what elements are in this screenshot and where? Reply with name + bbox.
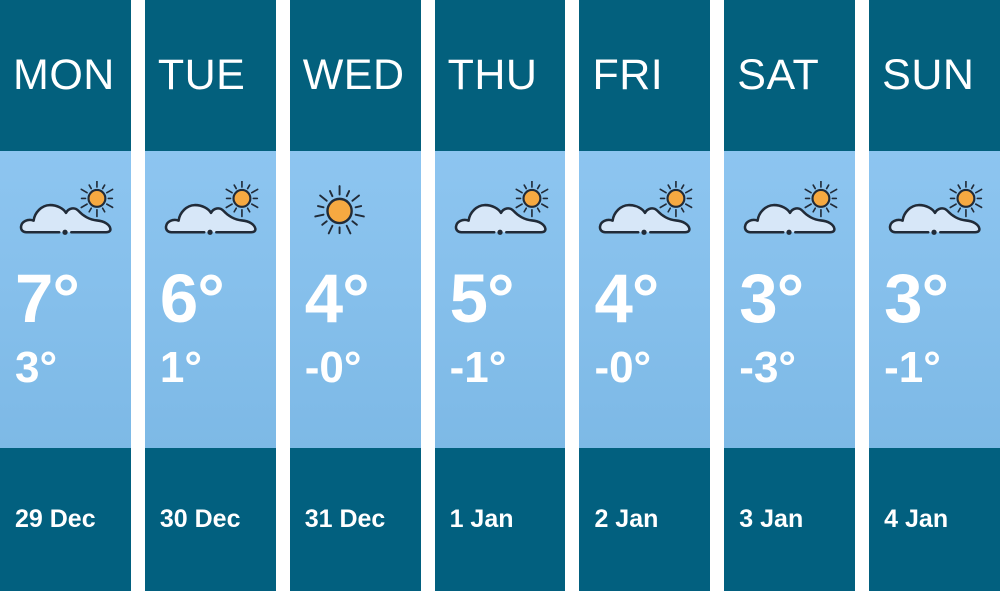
high-temperature: 5° <box>449 260 515 337</box>
date-footer: 29 Dec <box>0 448 131 591</box>
low-temperature: -3° <box>739 343 797 392</box>
day-header: TUE <box>144 0 276 151</box>
day-header: SAT <box>724 0 856 151</box>
day-conditions: 4° -0° <box>289 151 421 448</box>
day-conditions: 7° 3° <box>0 151 131 448</box>
day-header: THU <box>434 0 566 151</box>
day-name-label: SAT <box>737 51 820 99</box>
high-temperature: 3° <box>884 260 949 337</box>
sun-behind-cloud-icon <box>15 181 117 239</box>
high-temperature: 3° <box>739 260 804 337</box>
day-header: WED <box>289 0 421 151</box>
day-conditions: 3° -3° <box>724 151 856 448</box>
sun-behind-cloud-icon <box>450 181 552 239</box>
date-footer: 3 Jan <box>724 448 856 591</box>
forecast-day-column: THU 5° -1° 1 Jan <box>434 0 566 591</box>
day-conditions: 5° -1° <box>434 151 566 448</box>
sun-behind-cloud-icon <box>739 181 841 239</box>
low-temperature: -1° <box>449 343 507 392</box>
date-label: 30 Dec <box>159 505 241 533</box>
forecast-day-column: TUE 6° 1° 30 Dec <box>144 0 276 591</box>
day-header: SUN <box>869 0 1000 151</box>
day-name-label: WED <box>302 51 405 99</box>
forecast-day-column: WED 4° -0° 31 Dec <box>289 0 421 591</box>
forecast-day-column: SAT 3° -3° 3 Jan <box>724 0 856 591</box>
forecast-day-column: MON 7° 3° 29 Dec <box>0 0 131 591</box>
low-temperature: 1° <box>159 343 202 392</box>
date-footer: 30 Dec <box>144 448 276 591</box>
date-footer: 31 Dec <box>289 448 421 591</box>
day-conditions: 6° 1° <box>144 151 276 448</box>
sun-icon <box>305 181 407 239</box>
low-temperature: 3° <box>15 343 58 392</box>
low-temperature: -0° <box>594 343 652 392</box>
day-name-label: FRI <box>592 51 664 99</box>
day-conditions: 4° -0° <box>579 151 711 448</box>
high-temperature: 4° <box>594 260 659 337</box>
date-footer: 4 Jan <box>869 448 1000 591</box>
date-footer: 1 Jan <box>434 448 566 591</box>
date-label: 3 Jan <box>739 505 804 533</box>
sun-behind-cloud-icon <box>884 181 986 239</box>
low-temperature: -1° <box>884 343 941 392</box>
high-temperature: 6° <box>159 260 225 337</box>
date-label: 2 Jan <box>594 505 659 533</box>
forecast-day-column: FRI 4° -0° 2 Jan <box>579 0 711 591</box>
day-name-label: THU <box>447 51 538 99</box>
high-temperature: 7° <box>15 260 80 337</box>
date-label: 1 Jan <box>449 505 514 533</box>
day-name-label: SUN <box>882 51 975 99</box>
date-label: 29 Dec <box>15 505 96 533</box>
date-footer: 2 Jan <box>579 448 711 591</box>
sun-behind-cloud-icon <box>594 181 696 239</box>
day-header: FRI <box>579 0 711 151</box>
day-name-label: TUE <box>157 51 246 99</box>
forecast-day-column: SUN 3° -1° 4 Jan <box>869 0 1000 591</box>
day-conditions: 3° -1° <box>869 151 1000 448</box>
date-label: 4 Jan <box>884 505 949 533</box>
low-temperature: -0° <box>304 343 362 392</box>
day-header: MON <box>0 0 131 151</box>
sun-behind-cloud-icon <box>160 181 262 239</box>
day-name-label: MON <box>13 51 115 99</box>
date-label: 31 Dec <box>304 505 386 533</box>
high-temperature: 4° <box>304 260 370 337</box>
